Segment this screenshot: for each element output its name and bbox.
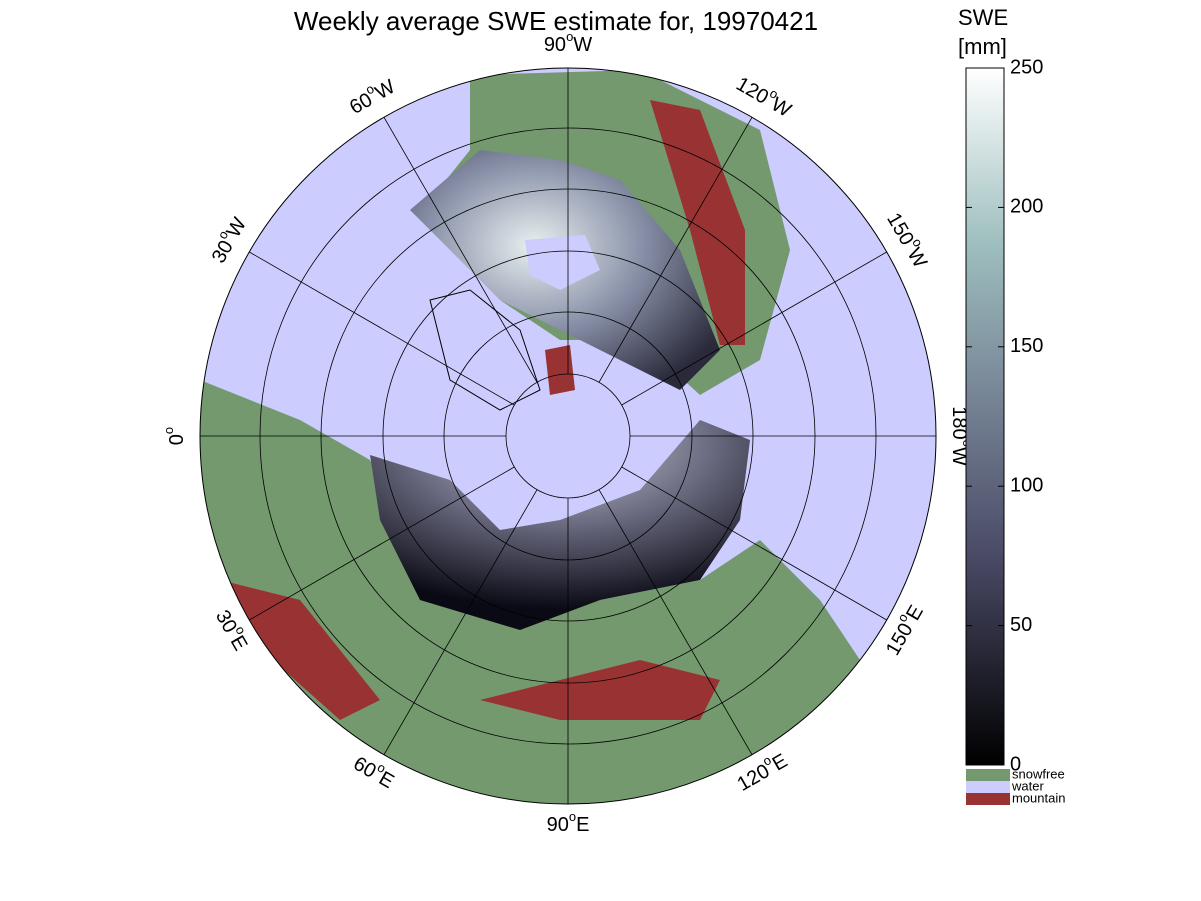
colorbar-label: SWE (958, 5, 1008, 30)
graticule (200, 68, 936, 804)
eurasia-snow (370, 420, 750, 630)
longitude-hemisphere: W (372, 76, 399, 105)
longitude-hemisphere: E (225, 632, 251, 655)
legend-swatch (966, 793, 1010, 805)
longitude-degree: 90 (547, 814, 569, 836)
meridian (383, 489, 538, 755)
colorbar-unit: [mm] (958, 34, 1007, 59)
meridian (249, 466, 515, 621)
colorbar-tick-label: 250 (1010, 56, 1043, 78)
colorbar (965, 67, 1005, 766)
rockies-mountain (650, 100, 745, 345)
meridian (598, 489, 753, 755)
longitude-degree: 150 (882, 620, 918, 660)
longitude-hemisphere: E (576, 814, 589, 836)
longitude-degree: 120 (732, 73, 772, 109)
map-frame (199, 67, 937, 805)
legend-label: mountain (1012, 790, 1065, 805)
map-disk (200, 68, 936, 804)
longitude-label: 30oW (204, 212, 251, 267)
longitude-hemisphere: E (769, 750, 792, 776)
longitude-hemisphere: W (573, 34, 592, 56)
meridian (621, 466, 887, 621)
degree-mark: o (566, 29, 573, 44)
meridian (598, 117, 753, 383)
map-title: Weekly average SWE estimate for, 1997042… (294, 6, 818, 36)
longitude-degree: 90 (544, 34, 566, 56)
longitude-degree: 30 (208, 237, 238, 267)
longitude-degree: 60 (349, 753, 379, 783)
meridian (383, 117, 538, 383)
degree-mark: o (569, 809, 576, 824)
hudson-bay (525, 235, 600, 290)
legend-swatch (966, 781, 1010, 793)
colorbar-tick-label: 50 (1010, 614, 1032, 636)
colorbar-ticks: 0 50 100 150 200 250 (966, 56, 1043, 775)
longitude-degree: 0 (166, 434, 188, 445)
longitude-label: 180oW (948, 406, 975, 466)
longitude-label: 60oW (344, 72, 399, 119)
ellesmere (545, 345, 575, 395)
colorbar-tick-label: 100 (1010, 474, 1043, 496)
greenland-outline (429, 289, 541, 411)
legend-label: water (1011, 778, 1044, 793)
europe-mountain (220, 580, 380, 720)
colorbar-tick-label: 150 (1010, 335, 1043, 357)
meridian (621, 251, 887, 406)
colorbar-tick-label: 0 (1010, 753, 1021, 775)
colorbar-tick-label: 200 (1010, 196, 1043, 218)
legend-label: snowfree (1012, 766, 1065, 781)
longitude-hemisphere: W (948, 447, 970, 466)
longitude-label: 90oE (547, 809, 590, 836)
meridian (249, 251, 515, 406)
longitude-label: 0o (161, 427, 188, 445)
legend-swatch (966, 769, 1010, 781)
longitude-degree: 180 (948, 406, 970, 439)
longitude-hemisphere: W (902, 245, 931, 272)
longitude-label: 90oW (544, 29, 592, 56)
degree-mark: o (161, 427, 176, 434)
asia-mountain (480, 660, 720, 720)
